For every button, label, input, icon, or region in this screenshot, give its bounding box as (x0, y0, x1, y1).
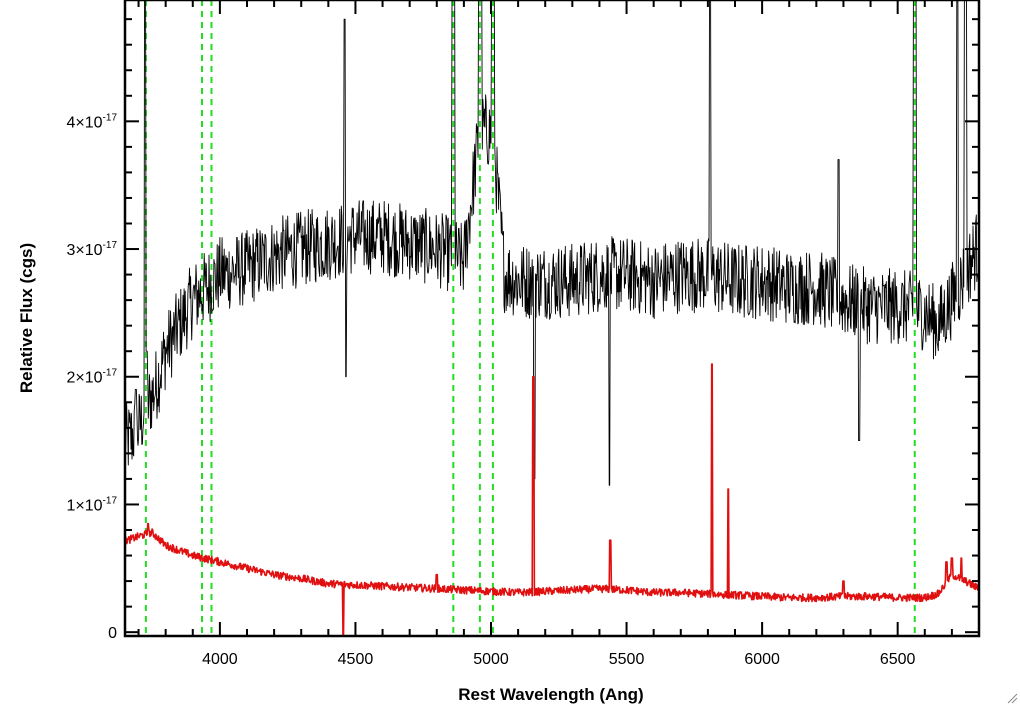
x-tick-label: 6500 (880, 651, 916, 668)
series-group (125, 0, 979, 636)
axes (123, 0, 981, 638)
x-tick-label: 4000 (202, 651, 238, 668)
error-spectrum-line (125, 363, 979, 636)
x-tick-label: 6000 (744, 651, 780, 668)
x-tick-label: 5500 (609, 651, 645, 668)
resize-grip-icon[interactable] (1004, 690, 1018, 704)
reference-lines (144, 0, 916, 636)
plot-frame (123, 0, 981, 638)
y-axis-label: Relative Flux (cgs) (17, 243, 36, 393)
x-tick-label: 4500 (338, 651, 374, 668)
tick-labels: 4000 4500 5000 5500 6000 6500 0 1×10-17 2×10-17 3… (67, 112, 916, 668)
x-tick-label: 5000 (473, 651, 509, 668)
y-tick-label: 3×10-17 (67, 240, 118, 259)
spectrum-line (125, 0, 979, 486)
y-tick-label: 1×10-17 (67, 495, 118, 514)
y-tick-label: 4×10-17 (67, 112, 118, 131)
y-tick-label: 0 (108, 625, 117, 642)
x-axis-label: Rest Wavelength (Ang) (458, 685, 643, 704)
y-tick-label: 2×10-17 (67, 368, 118, 387)
